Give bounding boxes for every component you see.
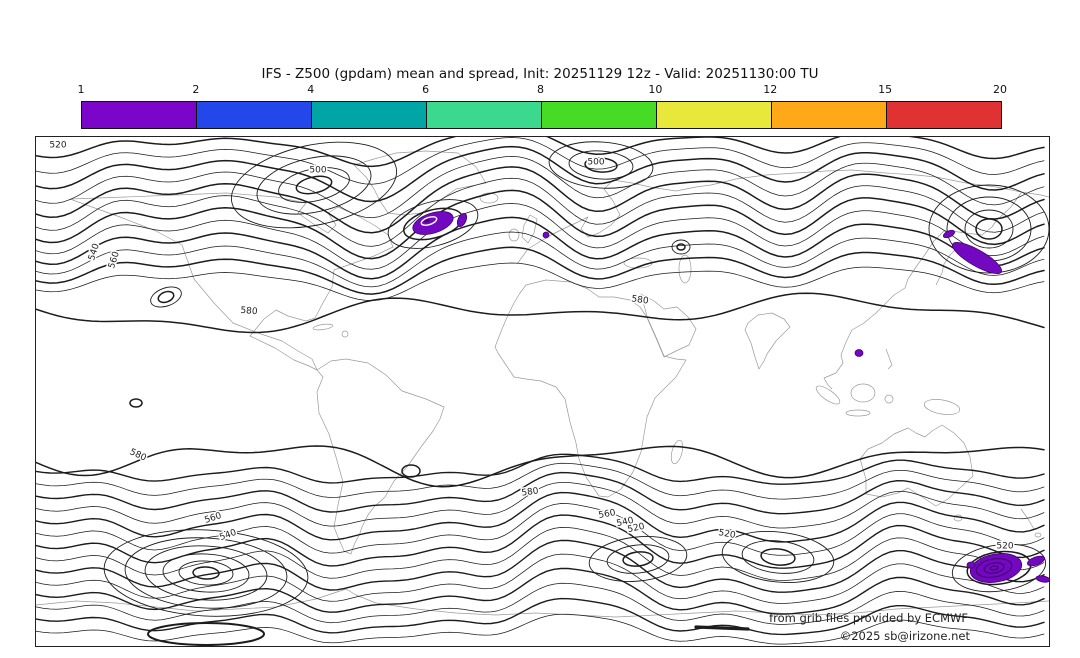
- contour-label: 520: [996, 542, 1013, 552]
- colorbar-segment: [541, 102, 656, 128]
- colorbar-tick-label: 6: [422, 83, 430, 96]
- contour-label: 520: [49, 141, 66, 151]
- colorbar-segment: [656, 102, 771, 128]
- contour-label: 580: [240, 306, 258, 317]
- colorbar-tick-label: 15: [878, 83, 893, 96]
- colorbar-segment: [196, 102, 311, 128]
- colorbar-tick-label: 1: [77, 83, 85, 96]
- copyright-text: ©2025 sb@irizone.net: [839, 629, 970, 643]
- contour-label: 580: [631, 294, 650, 306]
- colorbar-tick-label: 20: [993, 83, 1007, 96]
- colorbar-tick-label: 10: [648, 83, 663, 96]
- colorbar-segment: [771, 102, 886, 128]
- contour-label: 580: [521, 486, 540, 498]
- map-panel: 520 500 500 540 560 580 580 580 580 560 540 520 520 5…: [35, 136, 1050, 647]
- chart-title: IFS - Z500 (gpdam) mean and spread, Init…: [261, 66, 819, 82]
- contour-label: 560: [598, 508, 617, 521]
- contour-lines-layer: [36, 137, 1049, 646]
- coastlines-layer: [36, 150, 1049, 618]
- colorbar-ticks: 1 2 4 6 8 10 12 15 20: [77, 83, 1008, 97]
- contour-label: 560: [107, 250, 122, 270]
- colorbar-segment: [886, 102, 1001, 128]
- colorbar-tick-label: 8: [537, 83, 544, 96]
- colorbar-segment: [311, 102, 426, 128]
- contour-label: 500: [309, 166, 326, 176]
- colorbar-tick-label: 12: [763, 83, 778, 96]
- colorbar: [81, 101, 1002, 129]
- contour-label: 540: [218, 528, 238, 543]
- contour-label: 540: [87, 242, 102, 262]
- contour-label: 520: [718, 528, 737, 541]
- credit-text: from grib files provided by ECMWF: [769, 611, 968, 625]
- colorbar-tick-label: 4: [307, 83, 315, 96]
- colorbar-segment: [426, 102, 541, 128]
- colorbar-segment: [82, 102, 196, 128]
- contour-label: 500: [587, 158, 604, 168]
- colorbar-tick-label: 2: [192, 83, 200, 96]
- spread-shading-layer: [412, 211, 1049, 583]
